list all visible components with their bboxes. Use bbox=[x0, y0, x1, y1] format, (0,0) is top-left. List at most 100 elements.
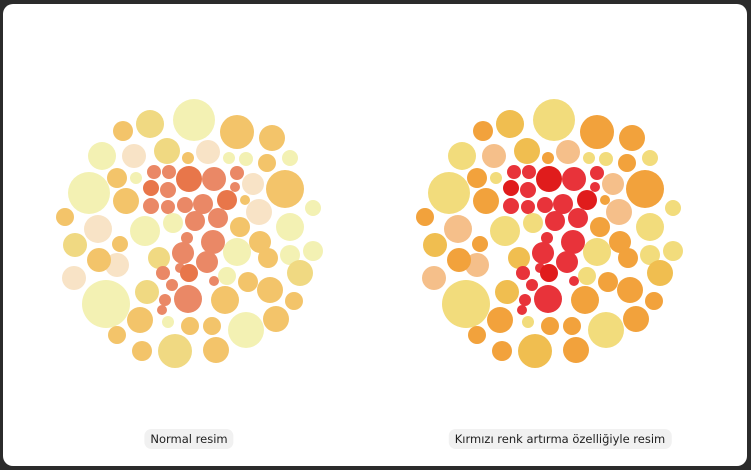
plate-dot bbox=[468, 326, 486, 344]
plate-dot bbox=[482, 144, 506, 168]
plate-dot bbox=[68, 172, 110, 214]
plate-dot bbox=[174, 285, 202, 313]
plate-dot bbox=[230, 217, 250, 237]
plate-dot bbox=[147, 165, 161, 179]
plate-dot bbox=[636, 213, 664, 241]
plate-dot bbox=[130, 172, 142, 184]
plate-red-enhanced-image bbox=[416, 99, 683, 368]
plate-dot bbox=[590, 217, 610, 237]
plate-dot bbox=[556, 140, 580, 164]
plate-dot bbox=[166, 279, 178, 291]
plate-dot bbox=[196, 140, 220, 164]
plate-dot bbox=[257, 277, 283, 303]
plate-dot bbox=[177, 197, 193, 213]
plate-dot bbox=[473, 188, 499, 214]
plate-dot bbox=[112, 236, 128, 252]
plate-dot bbox=[665, 200, 681, 216]
plate-dot bbox=[162, 316, 174, 328]
plate-dot bbox=[590, 166, 604, 180]
plate-dot bbox=[423, 233, 447, 257]
plate-dot bbox=[303, 241, 323, 261]
caption-normal-image: Normal resim bbox=[144, 429, 234, 449]
plate-dot bbox=[159, 294, 171, 306]
plate-dot bbox=[208, 208, 228, 228]
plate-dot bbox=[598, 272, 618, 292]
plate-dot bbox=[602, 173, 624, 195]
plate-dot bbox=[416, 208, 434, 226]
plate-dot bbox=[127, 307, 153, 333]
plate-dot bbox=[239, 152, 253, 166]
plate-dot bbox=[428, 172, 470, 214]
plate-dot bbox=[56, 208, 74, 226]
plate-dot bbox=[490, 216, 520, 246]
plate-dot bbox=[282, 150, 298, 166]
plate-dot bbox=[196, 251, 218, 273]
plate-dot bbox=[541, 232, 553, 244]
plate-dot bbox=[647, 260, 673, 286]
plate-dot bbox=[645, 292, 663, 310]
plate-dot bbox=[181, 317, 199, 335]
plate-dot bbox=[209, 276, 219, 286]
plate-dot bbox=[522, 316, 534, 328]
plate-dot bbox=[534, 285, 562, 313]
plate-dot bbox=[492, 341, 512, 361]
plate-dot bbox=[161, 200, 175, 214]
plate-dot bbox=[285, 292, 303, 310]
plate-dot bbox=[563, 337, 589, 363]
plate-dot bbox=[588, 312, 624, 348]
plate-dot bbox=[496, 110, 524, 138]
plate-dot bbox=[571, 286, 599, 314]
plate-dot bbox=[606, 199, 632, 225]
plate-dot bbox=[583, 152, 595, 164]
plate-dot bbox=[211, 286, 239, 314]
plate-dot bbox=[242, 173, 264, 195]
comparison-card bbox=[3, 4, 747, 466]
plate-dot bbox=[422, 266, 446, 290]
plate-dot bbox=[563, 317, 581, 335]
plate-dot bbox=[228, 312, 264, 348]
plate-dot bbox=[203, 317, 221, 335]
plate-dot bbox=[202, 167, 226, 191]
plate-dot bbox=[201, 230, 225, 254]
plate-dot bbox=[542, 152, 554, 164]
plate-dot bbox=[143, 180, 159, 196]
plate-dot bbox=[156, 266, 170, 280]
plate-dot bbox=[569, 276, 579, 286]
plate-dot bbox=[193, 194, 213, 214]
plate-dot bbox=[540, 264, 558, 282]
plate-dot bbox=[599, 152, 613, 166]
plate-dot bbox=[158, 334, 192, 368]
plate-dot bbox=[88, 142, 116, 170]
plate-dot bbox=[113, 188, 139, 214]
plate-dot bbox=[545, 211, 565, 231]
plate-dot bbox=[143, 198, 159, 214]
plate-dot bbox=[642, 150, 658, 166]
plate-dot bbox=[154, 138, 180, 164]
plate-dot bbox=[176, 166, 202, 192]
plate-dot bbox=[623, 306, 649, 332]
plate-dot bbox=[223, 238, 251, 266]
plate-dot bbox=[577, 190, 597, 210]
plate-dot bbox=[136, 110, 164, 138]
plate-dot bbox=[217, 190, 237, 210]
plate-dot bbox=[63, 233, 87, 257]
plate-dot bbox=[618, 248, 638, 268]
plate-dot bbox=[522, 165, 536, 179]
plate-dot bbox=[618, 154, 636, 172]
plate-dot bbox=[590, 182, 600, 192]
plate-dot bbox=[533, 99, 575, 141]
plate-dot bbox=[532, 242, 554, 264]
plate-dot bbox=[518, 334, 552, 368]
plate-dot bbox=[578, 267, 596, 285]
plate-normal-image bbox=[56, 99, 323, 368]
plate-dot bbox=[122, 144, 146, 168]
plate-dot bbox=[490, 172, 502, 184]
plate-dot bbox=[105, 253, 129, 277]
plate-dot bbox=[181, 232, 193, 244]
plate-dot bbox=[609, 231, 631, 253]
plate-dot bbox=[240, 195, 250, 205]
plate-dot bbox=[561, 230, 585, 254]
plate-dot bbox=[663, 241, 683, 261]
plate-dot bbox=[444, 215, 472, 243]
plate-dot bbox=[516, 266, 530, 280]
